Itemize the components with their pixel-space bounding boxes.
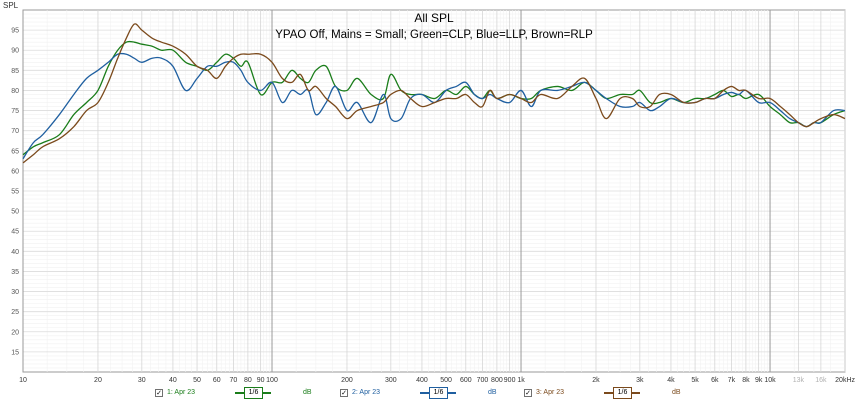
x-tick-label: 1k — [517, 377, 525, 384]
series-line — [22, 40, 846, 156]
y-tick-label: 55 — [11, 189, 19, 196]
y-tick-label: 50 — [11, 209, 19, 216]
x-tick-label: 700 — [477, 377, 489, 384]
y-tick-label: 35 — [11, 269, 19, 276]
y-tick-label: 15 — [11, 349, 19, 356]
x-tick-label: 20kHz — [835, 377, 855, 384]
x-tick-label: 900 — [504, 377, 516, 384]
y-tick-label: 80 — [11, 88, 19, 95]
x-tick-label: 30 — [138, 377, 146, 384]
legend-unit: dB — [488, 389, 497, 396]
smoothing-swatch[interactable]: 1/6 — [604, 387, 640, 399]
y-tick-label: 65 — [11, 148, 19, 155]
y-tick-label: 30 — [11, 289, 19, 296]
x-tick-label: 10 — [19, 377, 27, 384]
y-tick-label: 85 — [11, 68, 19, 75]
smoothing-swatch[interactable]: 1/6 — [420, 387, 456, 399]
x-tick-label: 600 — [460, 377, 472, 384]
grid-lines — [22, 10, 846, 372]
legend-unit: dB — [303, 389, 312, 396]
x-tick-label: 7k — [728, 377, 736, 384]
legend-item: ✓ 3: Apr 23 1/6 dB — [524, 385, 692, 400]
y-axis: 15 20 25 30 35 40 45 50 55 60 65 70 75 80 85 90 95 — [11, 28, 19, 357]
x-tick-label: 20 — [94, 377, 102, 384]
series-line — [22, 23, 846, 164]
y-tick-label: 60 — [11, 168, 19, 175]
legend-item: ✓ 1: Apr 23 1/6 dB — [155, 385, 323, 400]
legend-checkbox[interactable]: ✓ — [155, 388, 163, 397]
x-tick-label: 500 — [440, 377, 452, 384]
x-axis: 10 20 30 40 50 60 70 80 90 100 200 300 400 500 600 700 8… — [19, 377, 855, 384]
legend-series-name: 3: Apr 23 — [536, 389, 565, 396]
x-tick-label: 9k — [755, 377, 763, 384]
y-tick-label: 40 — [11, 249, 19, 256]
x-tick-label: 200 — [341, 377, 353, 384]
smoothing-swatch[interactable]: 1/6 — [235, 387, 271, 399]
x-tick-label: 400 — [416, 377, 428, 384]
smoothing-value: 1/6 — [244, 387, 263, 399]
legend-checkbox[interactable]: ✓ — [340, 388, 348, 397]
x-tick-label: 5k — [691, 377, 699, 384]
legend: ✓ 1: Apr 23 1/6 dB ✓ 2: Apr 23 1/6 dB ✓ … — [0, 385, 857, 400]
x-tick-label: 70 — [230, 377, 238, 384]
x-tick-label: 4k — [667, 377, 675, 384]
x-tick-label: 60 — [213, 377, 221, 384]
y-tick-label: 95 — [11, 28, 19, 35]
y-axis-label: SPL — [3, 1, 19, 10]
x-tick-label: 300 — [385, 377, 397, 384]
x-tick-label: 8k — [742, 377, 750, 384]
x-tick-label: 80 — [244, 377, 252, 384]
y-tick-label: 20 — [11, 329, 19, 336]
legend-item: ✓ 2: Apr 23 1/6 dB — [340, 385, 508, 400]
x-tick-label: 3k — [636, 377, 644, 384]
legend-series-name: 2: Apr 23 — [352, 389, 381, 396]
chart-title: All SPL — [414, 11, 454, 25]
x-tick-label: 16k — [815, 377, 827, 384]
y-tick-label: 90 — [11, 48, 19, 55]
chart-subtitle: YPAO Off, Mains = Small; Green=CLP, Blue… — [275, 29, 593, 41]
x-tick-label: 2k — [592, 377, 600, 384]
x-tick-label: 10k — [764, 377, 776, 384]
legend-unit: dB — [672, 389, 681, 396]
y-tick-label: 25 — [11, 309, 19, 316]
x-tick-label: 40 — [169, 377, 177, 384]
x-tick-label: 90 — [257, 377, 265, 384]
x-tick-label: 100 — [266, 377, 278, 384]
series-group — [22, 23, 846, 164]
y-tick-label: 70 — [11, 128, 19, 135]
y-tick-label: 45 — [11, 229, 19, 236]
legend-series-name: 1: Apr 23 — [167, 389, 196, 396]
smoothing-value: 1/6 — [429, 387, 448, 399]
x-tick-label: 6k — [711, 377, 719, 384]
smoothing-value: 1/6 — [613, 387, 632, 399]
legend-checkbox[interactable]: ✓ — [524, 388, 532, 397]
x-tick-label: 800 — [491, 377, 503, 384]
x-tick-label: 13k — [793, 377, 805, 384]
y-tick-label: 75 — [11, 108, 19, 115]
x-tick-label: 50 — [193, 377, 201, 384]
